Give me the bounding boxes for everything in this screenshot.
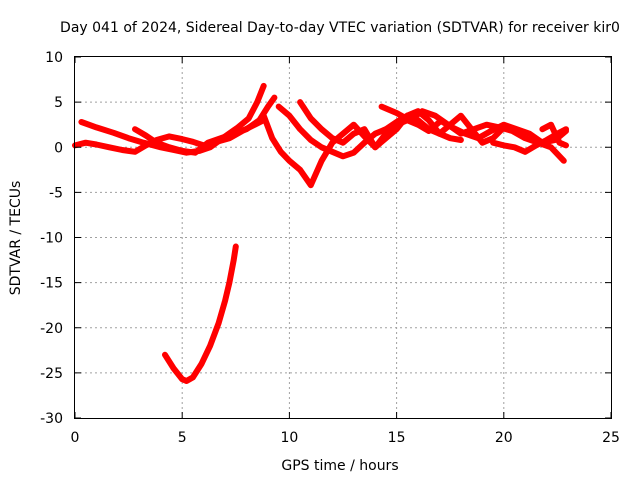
series-track-f [297,99,507,151]
series-track-k [162,243,239,384]
x-tick-label: 0 [71,430,80,446]
y-tick-label: 10 [45,50,63,66]
y-axis-label: SDTVAR / TECUs [8,181,24,296]
y-tick-label: -25 [40,366,63,382]
chart-title: Day 041 of 2024, Sidereal Day-to-day VTE… [60,20,620,36]
y-tick-label: -30 [40,411,63,427]
series-track-j [539,121,569,149]
series-track-c [132,94,278,156]
x-axis-label: GPS time / hours [281,458,398,474]
series-track-a [78,82,267,156]
y-tick-label: -15 [40,276,63,292]
y-tick-label: -20 [40,321,63,337]
series-layer [72,82,569,384]
x-tick-label: 25 [602,430,620,446]
grid-lines [75,57,611,418]
y-tick-label: -5 [49,185,63,201]
y-tick-label: 0 [54,140,63,156]
x-tick-label: 15 [388,430,406,446]
x-tick-label: 10 [280,430,298,446]
x-tick-label: 5 [178,430,187,446]
axis-ticks: 0 5 10 15 20 25 -30 -25 -20 -15 -10 -5 0 5 10 [40,50,620,446]
x-tick-label: 20 [495,430,513,446]
series-track-g [378,103,567,164]
y-tick-label: -10 [40,231,63,247]
plot-frame [74,56,612,419]
y-tick-label: 5 [54,95,63,111]
